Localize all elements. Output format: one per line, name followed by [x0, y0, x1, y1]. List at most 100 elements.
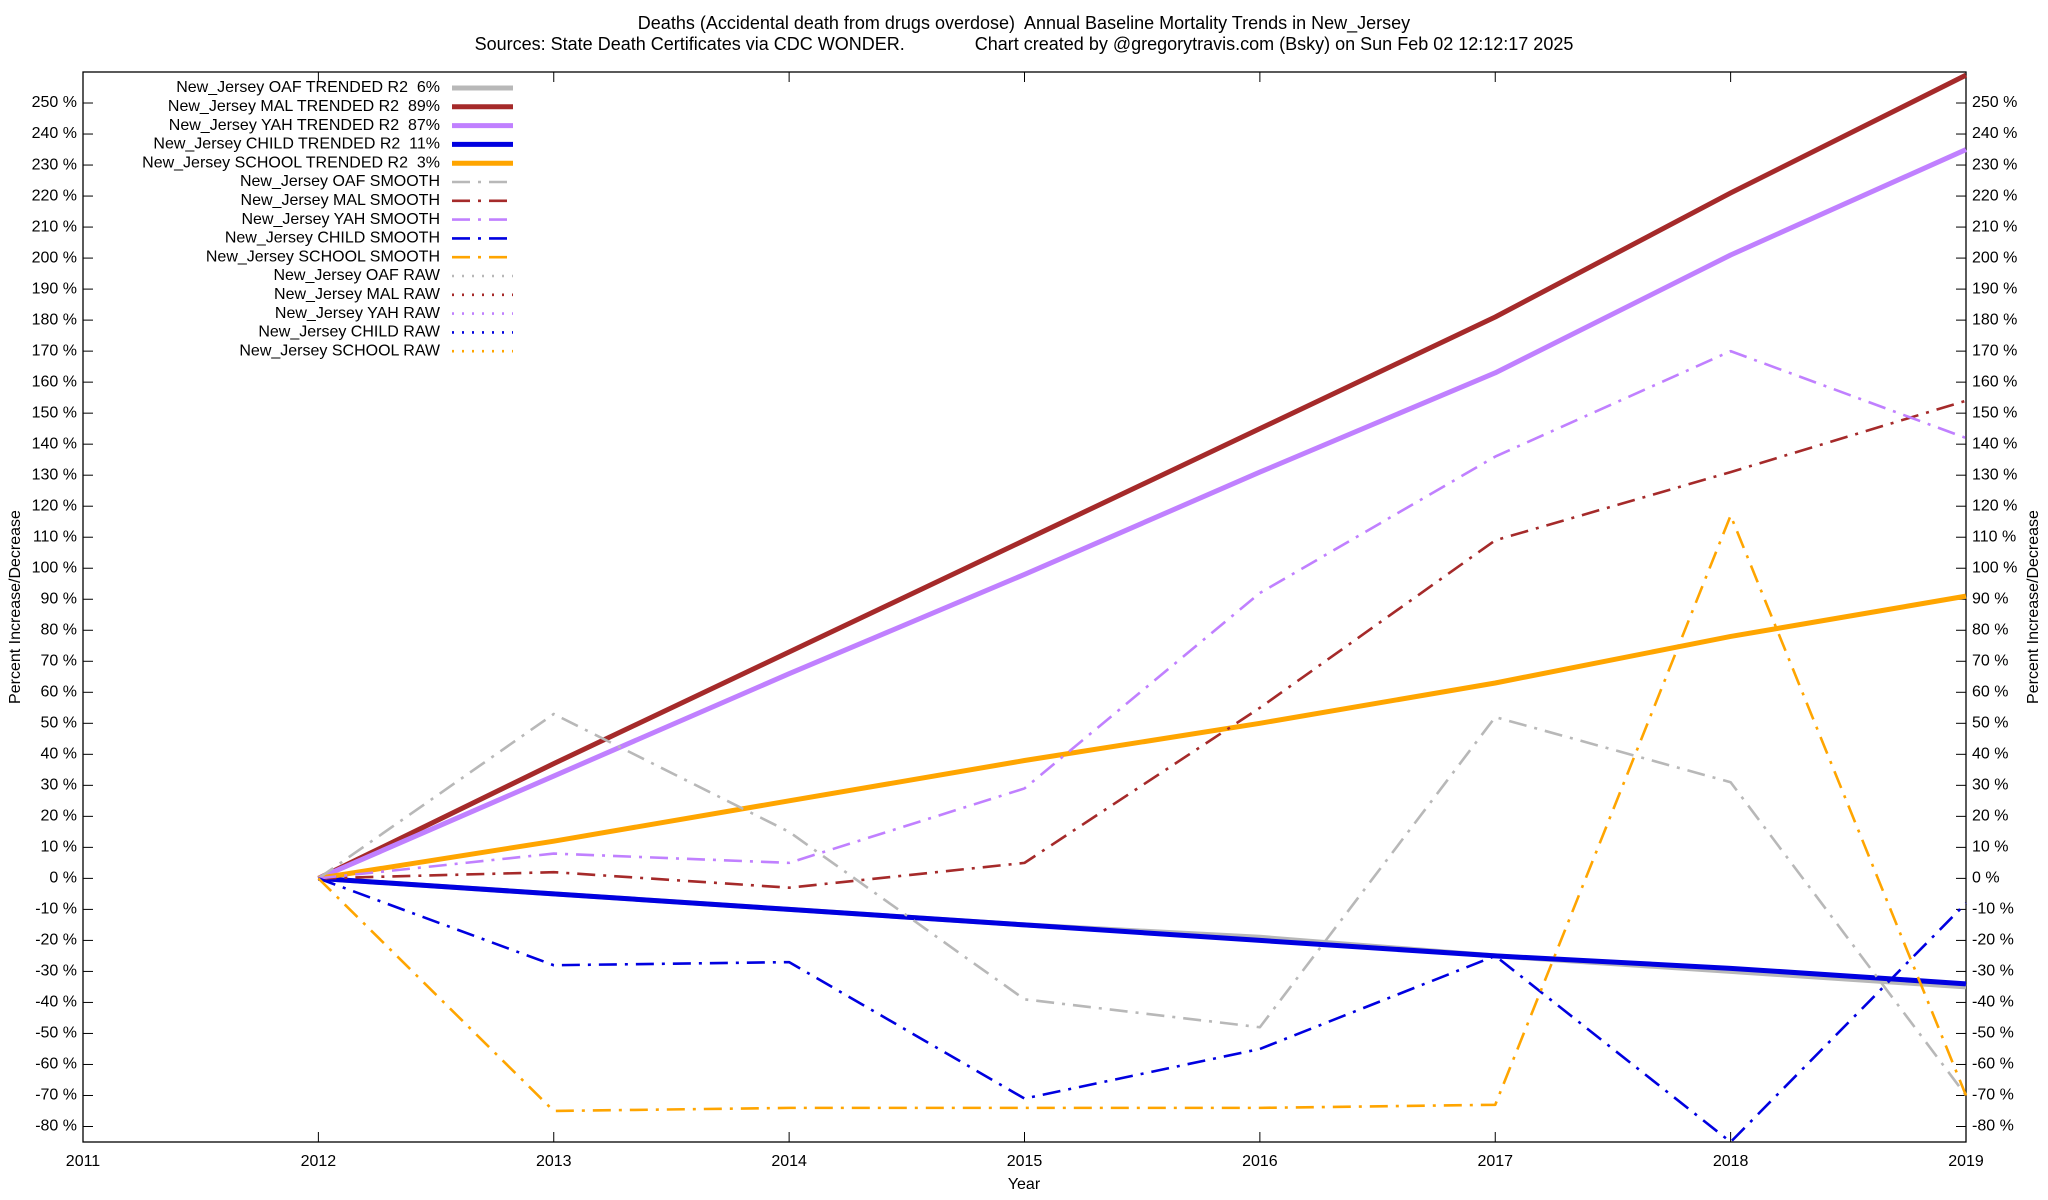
- y-tick-label: 170 %: [32, 342, 77, 359]
- series-line: [317, 72, 1968, 881]
- x-axis-label: Year: [1008, 1176, 1041, 1193]
- y-tick-label: 40 %: [41, 746, 77, 763]
- legend-label: New_Jersey OAF TRENDED R2 6%: [176, 79, 440, 96]
- legend-label: New_Jersey MAL SMOOTH: [241, 192, 440, 209]
- y-tick-label: 200 %: [32, 249, 77, 266]
- y-tick-label: 120 %: [32, 497, 77, 514]
- y2-tick-label: 200 %: [1972, 249, 2017, 266]
- legend-label: New_Jersey YAH TRENDED R2 87%: [169, 117, 440, 134]
- y-tick-label: 150 %: [32, 404, 77, 421]
- x-tick-label: 2019: [1948, 1153, 1984, 1170]
- legend-label: New_Jersey MAL TRENDED R2 89%: [168, 98, 440, 115]
- y2-axis-label: Percent Increase/Decrease: [2025, 510, 2042, 704]
- series-line: [318, 349, 1967, 880]
- y2-tick-label: 130 %: [1972, 466, 2017, 483]
- legend-label: New_Jersey MAL RAW: [274, 286, 441, 303]
- y-tick-label: 220 %: [32, 187, 77, 204]
- legend-label: New_Jersey SCHOOL TRENDED R2 3%: [142, 154, 440, 171]
- y-tick-label: -80 %: [35, 1118, 77, 1135]
- series-line: [317, 147, 1968, 881]
- series-line: [318, 399, 1967, 889]
- y-tick-label: 160 %: [32, 373, 77, 390]
- legend-label: New_Jersey YAH SMOOTH: [241, 211, 440, 228]
- y2-tick-label: -50 %: [1972, 1025, 2014, 1042]
- y-tick-label: 110 %: [33, 528, 77, 545]
- y-tick-label: 100 %: [32, 559, 77, 576]
- y-tick-label: 210 %: [32, 218, 77, 235]
- y-tick-label: 10 %: [41, 839, 77, 856]
- y2-tick-label: 0 %: [1972, 870, 2000, 887]
- y2-tick-label: 70 %: [1972, 652, 2008, 669]
- y2-tick-label: 170 %: [1972, 342, 2017, 359]
- y2-tick-label: -10 %: [1972, 901, 2014, 918]
- y2-tick-label: 230 %: [1972, 156, 2017, 173]
- y-tick-label: 130 %: [32, 466, 77, 483]
- y2-tick-label: 180 %: [1972, 311, 2017, 328]
- x-tick-label: 2011: [66, 1153, 101, 1170]
- y2-tick-label: 190 %: [1972, 280, 2017, 297]
- y2-tick-label: 120 %: [1972, 497, 2017, 514]
- y-tick-label: -60 %: [35, 1056, 77, 1073]
- y2-tick-label: 240 %: [1972, 125, 2017, 142]
- y2-tick-label: 50 %: [1972, 715, 2008, 732]
- y-tick-label: 140 %: [32, 435, 77, 452]
- y-tick-label: 80 %: [41, 621, 77, 638]
- y2-tick-label: 210 %: [1972, 218, 2017, 235]
- chart-title: Deaths (Accidental death from drugs over…: [638, 13, 1410, 34]
- legend-label: New_Jersey SCHOOL SMOOTH: [206, 248, 440, 265]
- series-line: [317, 712, 1968, 1097]
- x-tick-label: 2017: [1477, 1153, 1513, 1170]
- y2-tick-label: 160 %: [1972, 373, 2017, 390]
- y2-tick-label: -40 %: [1972, 994, 2014, 1011]
- y-tick-label: -70 %: [35, 1087, 77, 1104]
- y2-tick-label: 10 %: [1972, 839, 2008, 856]
- series-line: [318, 875, 1967, 987]
- y2-tick-label: 30 %: [1972, 777, 2008, 794]
- y2-tick-label: 40 %: [1972, 746, 2008, 763]
- legend-label: New_Jersey SCHOOL RAW: [239, 342, 441, 359]
- y-tick-label: -20 %: [35, 932, 77, 949]
- y2-tick-label: -30 %: [1972, 963, 2014, 980]
- y-tick-label: -50 %: [35, 1025, 77, 1042]
- y-axis-label: Percent Increase/Decrease: [7, 510, 24, 704]
- y-tick-label: 180 %: [32, 311, 77, 328]
- x-tick-label: 2015: [1007, 1153, 1043, 1170]
- y-tick-label: 90 %: [41, 590, 77, 607]
- y2-tick-label: -80 %: [1972, 1118, 2014, 1135]
- y-tick-label: 230 %: [32, 156, 77, 173]
- series-line: [317, 514, 1968, 1113]
- y-tick-label: 0 %: [49, 870, 77, 887]
- y2-tick-label: -70 %: [1972, 1087, 2014, 1104]
- y-tick-label: 30 %: [41, 777, 77, 794]
- y2-tick-label: -60 %: [1972, 1056, 2014, 1073]
- y-tick-label: 250 %: [32, 94, 77, 111]
- series-line: [317, 877, 1967, 1144]
- legend-label: New_Jersey YAH RAW: [275, 305, 441, 322]
- y-tick-label: 190 %: [32, 280, 77, 297]
- x-tick-label: 2013: [536, 1153, 572, 1170]
- legend-label: New_Jersey CHILD TRENDED R2 11%: [153, 136, 440, 153]
- legend-label: New_Jersey OAF RAW: [273, 267, 440, 284]
- y2-tick-label: 60 %: [1972, 684, 2008, 701]
- y2-tick-label: 140 %: [1972, 435, 2017, 452]
- y-tick-label: -10 %: [35, 901, 77, 918]
- x-tick-label: 2018: [1713, 1153, 1749, 1170]
- y-tick-label: 70 %: [41, 652, 77, 669]
- series-line: [317, 593, 1967, 881]
- y2-tick-label: -20 %: [1972, 932, 2014, 949]
- x-tick-label: 2012: [301, 1153, 337, 1170]
- y2-tick-label: 100 %: [1972, 559, 2017, 576]
- legend-label: New_Jersey CHILD SMOOTH: [225, 230, 440, 247]
- y-tick-label: 50 %: [41, 715, 77, 732]
- y-tick-label: 20 %: [41, 808, 77, 825]
- x-tick-label: 2014: [771, 1153, 807, 1170]
- legend-label: New_Jersey CHILD RAW: [258, 324, 441, 341]
- y-tick-label: 240 %: [32, 125, 77, 142]
- y2-tick-label: 80 %: [1972, 621, 2008, 638]
- y2-tick-label: 220 %: [1972, 187, 2017, 204]
- x-tick-label: 2016: [1242, 1153, 1278, 1170]
- y-tick-label: -30 %: [35, 963, 77, 980]
- y2-tick-label: 110 %: [1972, 528, 2016, 545]
